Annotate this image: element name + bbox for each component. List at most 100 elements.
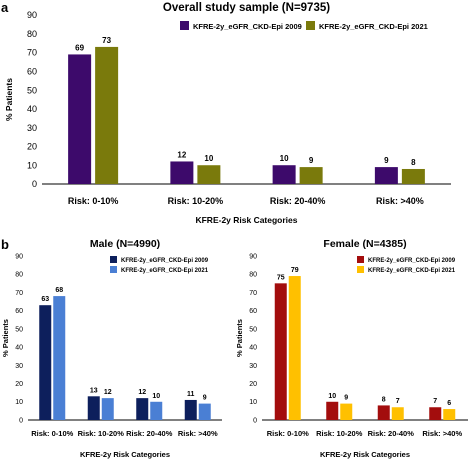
category-label: Risk: 0-10% — [68, 196, 119, 206]
data-label: 12 — [177, 150, 186, 159]
category-label: Risk: 20-40% — [368, 429, 415, 438]
bar-epi2021 — [340, 403, 353, 420]
category-label: Risk: 20-40% — [126, 429, 173, 438]
y-tick-label: 40 — [15, 345, 23, 352]
bar-epi2021 — [53, 296, 66, 420]
bar-epi2021 — [101, 398, 114, 420]
category-label: Risk: 10-20% — [316, 429, 363, 438]
male-bar-chart: Male (N=4990) 0 10 20 30 40 50 60 70 80 90 % Patien… — [1, 238, 222, 459]
y-tick-label: 70 — [27, 48, 37, 58]
legend-swatch — [110, 266, 117, 273]
data-label: 12 — [138, 389, 146, 396]
y-tick-label: 80 — [27, 29, 37, 39]
category-label: Risk: 10-20% — [78, 429, 125, 438]
y-tick-label: 10 — [15, 399, 23, 406]
bar-epi2009 — [377, 405, 390, 420]
y-tick-label: 30 — [15, 363, 23, 370]
y-tick-label: 50 — [27, 85, 37, 95]
bar-epi2009 — [429, 407, 442, 420]
y-tick-label: 70 — [249, 290, 257, 297]
data-label: 9 — [309, 156, 314, 165]
bar-epi2021 — [391, 407, 404, 420]
category-label: Risk: 0-10% — [31, 429, 73, 438]
x-axis-title: KFRE-2y Risk Categories — [320, 450, 410, 459]
y-tick-label: 90 — [15, 253, 23, 260]
data-label: 69 — [75, 43, 84, 52]
y-tick-label: 40 — [27, 104, 37, 114]
bar-epi2009 — [326, 401, 339, 420]
data-label: 10 — [204, 154, 213, 163]
y-tick-label: 30 — [249, 363, 257, 370]
category-label: Risk: 20-40% — [270, 196, 326, 206]
chart-title: Overall study sample (N=9735) — [163, 2, 330, 14]
y-tick-label: 50 — [249, 326, 257, 333]
data-label: 9 — [344, 395, 348, 402]
bar-epi2009 — [136, 398, 149, 420]
data-label: 9 — [384, 156, 389, 165]
bar-epi2021 — [299, 167, 323, 184]
data-label: 7 — [433, 398, 437, 405]
chart-title: Male (N=4990) — [90, 238, 160, 250]
category-label: Risk: >40% — [422, 429, 462, 438]
data-label: 79 — [291, 267, 299, 274]
bar-epi2021 — [198, 403, 211, 420]
bar-epi2009 — [68, 54, 92, 184]
category-label: Risk: 0-10% — [267, 429, 309, 438]
y-tick-label: 0 — [19, 417, 23, 424]
bar-epi2021 — [288, 276, 301, 420]
bar-epi2021 — [401, 168, 425, 184]
chart-title: Female (N=4385) — [323, 238, 406, 250]
data-label: 12 — [104, 389, 112, 396]
y-tick-label: 40 — [249, 345, 257, 352]
bar-epi2009 — [184, 399, 197, 420]
data-label: 10 — [328, 393, 336, 400]
legend-swatch — [357, 256, 364, 263]
x-axis-title: KFRE-2y Risk Categories — [80, 450, 170, 459]
y-tick-label: 20 — [249, 381, 257, 388]
data-label: 10 — [280, 154, 289, 163]
panel-label-b: b — [1, 237, 9, 252]
y-tick-label: 90 — [249, 253, 257, 260]
bar-epi2021 — [95, 46, 119, 184]
legend-swatch — [110, 256, 117, 263]
legend-label: KFRE-2y_eGFR_CKD-Epi 2009 — [368, 258, 456, 264]
data-label: 8 — [411, 158, 416, 167]
y-tick-label: 50 — [15, 326, 23, 333]
data-label: 11 — [187, 391, 195, 398]
bar-epi2021 — [443, 409, 456, 420]
female-bar-chart: Female (N=4385) 0 10 20 30 40 50 60 70 80 90 % Pati… — [235, 238, 468, 459]
data-label: 10 — [152, 393, 160, 400]
overall-bar-chart: Overall study sample (N=9735) 0 10 20 30 40 50… — [4, 2, 451, 225]
legend-label: KFRE-2y_eGFR_CKD-Epi 2009 — [193, 22, 302, 31]
bar-epi2021 — [197, 165, 221, 184]
y-tick-label: 10 — [27, 160, 37, 170]
legend-swatch — [306, 21, 315, 30]
data-label: 63 — [41, 296, 49, 303]
category-label: Risk: >40% — [376, 196, 424, 206]
bar-epi2009 — [39, 305, 52, 420]
data-label: 68 — [55, 287, 63, 294]
x-axis-title: KFRE-2y Risk Categories — [195, 215, 297, 225]
bar-epi2009 — [87, 396, 100, 420]
panel-label-a: a — [1, 0, 9, 15]
bar-epi2009 — [272, 165, 296, 184]
y-tick-label: 60 — [15, 308, 23, 315]
bar-epi2009 — [274, 283, 287, 420]
y-tick-label: 20 — [27, 142, 37, 152]
y-tick-label: 0 — [32, 179, 37, 189]
y-axis-title: % Patients — [4, 78, 14, 121]
y-tick-label: 70 — [15, 290, 23, 297]
data-label: 8 — [382, 396, 386, 403]
legend-label: KFRE-2y_eGFR_CKD-Epi 2021 — [368, 268, 456, 274]
y-tick-label: 10 — [249, 399, 257, 406]
bar-epi2021 — [150, 401, 163, 420]
data-label: 75 — [277, 274, 285, 281]
y-tick-label: 90 — [27, 10, 37, 20]
y-tick-label: 0 — [253, 417, 257, 424]
y-axis-title: % Patients — [1, 319, 10, 357]
y-tick-label: 80 — [249, 272, 257, 279]
category-label: Risk: 10-20% — [168, 196, 224, 206]
y-tick-label: 30 — [27, 123, 37, 133]
data-label: 7 — [396, 398, 400, 405]
